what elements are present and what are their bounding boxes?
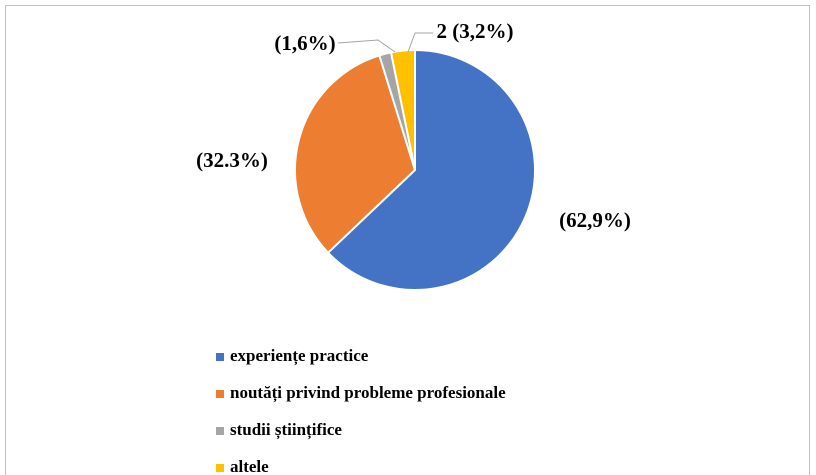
legend-swatch bbox=[216, 464, 224, 472]
legend-label: studii științifice bbox=[230, 420, 342, 440]
legend-swatch bbox=[216, 427, 224, 435]
legend-label: altele bbox=[230, 457, 269, 475]
data-label: (1,6%) bbox=[274, 31, 335, 55]
pie-slice bbox=[389, 48, 416, 171]
data-label: (62,9%) bbox=[559, 208, 631, 232]
legend-swatch bbox=[216, 390, 224, 398]
data-label: 2 (3,2%) bbox=[437, 19, 514, 43]
leader-line bbox=[407, 32, 433, 53]
legend-label: experiențe practice bbox=[230, 346, 369, 366]
leader-line bbox=[337, 39, 396, 53]
pie-slice bbox=[294, 54, 417, 255]
data-label: (32.3%) bbox=[196, 148, 268, 172]
legend-label: noutăți privind probleme profesionale bbox=[230, 383, 506, 403]
pie-slice bbox=[326, 48, 536, 291]
legend-swatch bbox=[216, 353, 224, 361]
